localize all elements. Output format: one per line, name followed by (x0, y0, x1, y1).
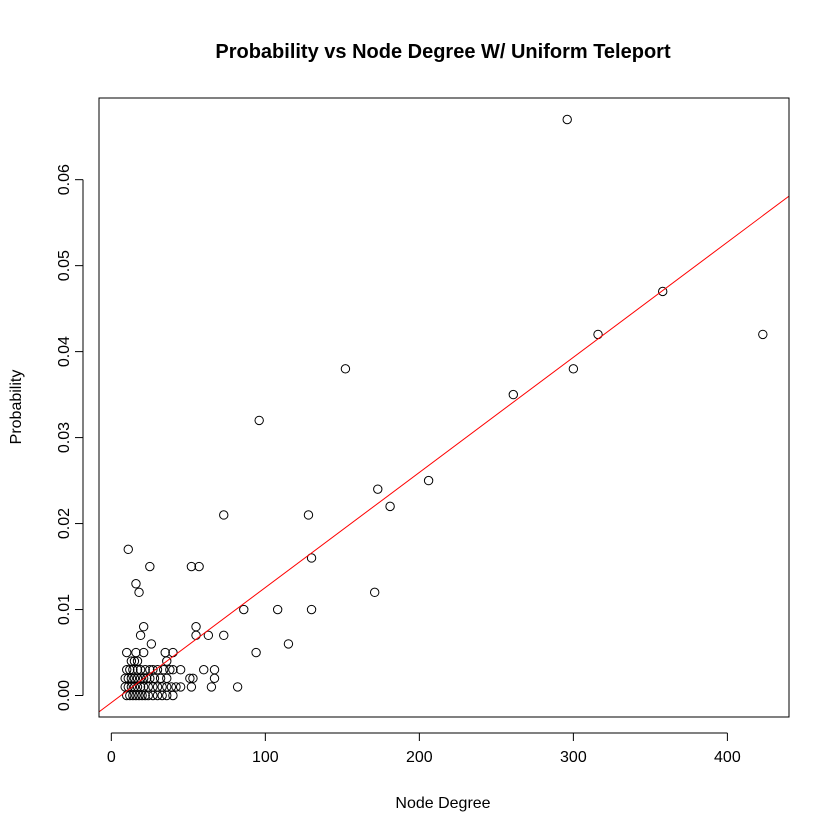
data-point (140, 690, 150, 701)
y-axis-label: Probability (8, 370, 25, 445)
data-point (206, 682, 217, 692)
data-point (272, 604, 283, 615)
data-point (254, 415, 264, 426)
data-point (562, 114, 572, 125)
y-tick-label: 0.02 (56, 508, 73, 539)
data-point (306, 553, 317, 563)
data-point (168, 665, 178, 675)
x-axis-label: Node Degree (395, 795, 490, 812)
data-point (219, 630, 229, 641)
data-point (175, 665, 186, 675)
y-tick-label: 0.04 (56, 336, 73, 367)
data-point (306, 604, 317, 615)
data-point (131, 690, 141, 701)
data-point (423, 475, 434, 486)
data-point (157, 690, 167, 701)
data-point (134, 690, 144, 701)
y-axis: 0.00 0.01 0.02 0.03 0.04 0.05 0.06 (56, 164, 84, 711)
data-point (162, 690, 172, 701)
data-point (168, 690, 178, 701)
data-point (758, 329, 768, 340)
data-point (658, 286, 668, 297)
data-point (123, 544, 133, 555)
data-point (138, 622, 149, 632)
data-point (239, 604, 249, 615)
data-point (162, 656, 172, 666)
x-axis: 0 100 200 300 400 (107, 732, 741, 766)
data-point (568, 364, 579, 374)
y-tick-label: 0.05 (56, 250, 73, 281)
y-tick-label: 0.00 (56, 680, 73, 711)
data-point (175, 682, 186, 692)
data-point (138, 647, 149, 658)
x-tick-label: 200 (406, 749, 433, 766)
data-point (373, 484, 383, 494)
data-point (186, 682, 197, 692)
plot-frame (98, 97, 790, 718)
data-point (186, 561, 197, 572)
data-point (134, 587, 144, 598)
data-point (146, 639, 157, 649)
data-point (145, 561, 155, 572)
y-tick-label: 0.01 (56, 594, 73, 625)
regression-line (98, 195, 790, 713)
data-point (199, 665, 209, 675)
data-point (385, 501, 395, 512)
data-point (165, 665, 175, 675)
data-point (508, 389, 519, 400)
data-point (171, 682, 181, 692)
y-tick-label: 0.03 (56, 422, 73, 453)
data-point (194, 561, 204, 572)
chart-title: Probability vs Node Degree W/ Uniform Te… (215, 41, 671, 63)
data-point (148, 690, 158, 701)
x-tick-label: 100 (252, 749, 279, 766)
data-point (203, 630, 214, 641)
data-point (125, 690, 135, 701)
data-point (152, 665, 163, 675)
data-point (152, 690, 163, 701)
data-point (135, 630, 146, 641)
data-point (340, 364, 351, 374)
data-point (303, 510, 314, 520)
data-point (128, 690, 138, 701)
data-point (251, 647, 261, 658)
y-tick-label: 0.06 (56, 164, 73, 195)
data-point (283, 639, 294, 649)
data-point (369, 587, 380, 598)
data-point (232, 682, 243, 692)
fit-line-layer (98, 195, 790, 713)
data-point (158, 665, 169, 675)
data-point (122, 647, 132, 658)
data-point (219, 510, 229, 520)
points-layer (120, 114, 768, 701)
data-point (143, 690, 153, 701)
x-tick-label: 0 (107, 749, 116, 766)
x-tick-label: 300 (560, 749, 587, 766)
data-point (131, 579, 141, 589)
data-point (209, 673, 220, 684)
data-point (137, 690, 147, 701)
x-tick-label: 400 (714, 749, 741, 766)
